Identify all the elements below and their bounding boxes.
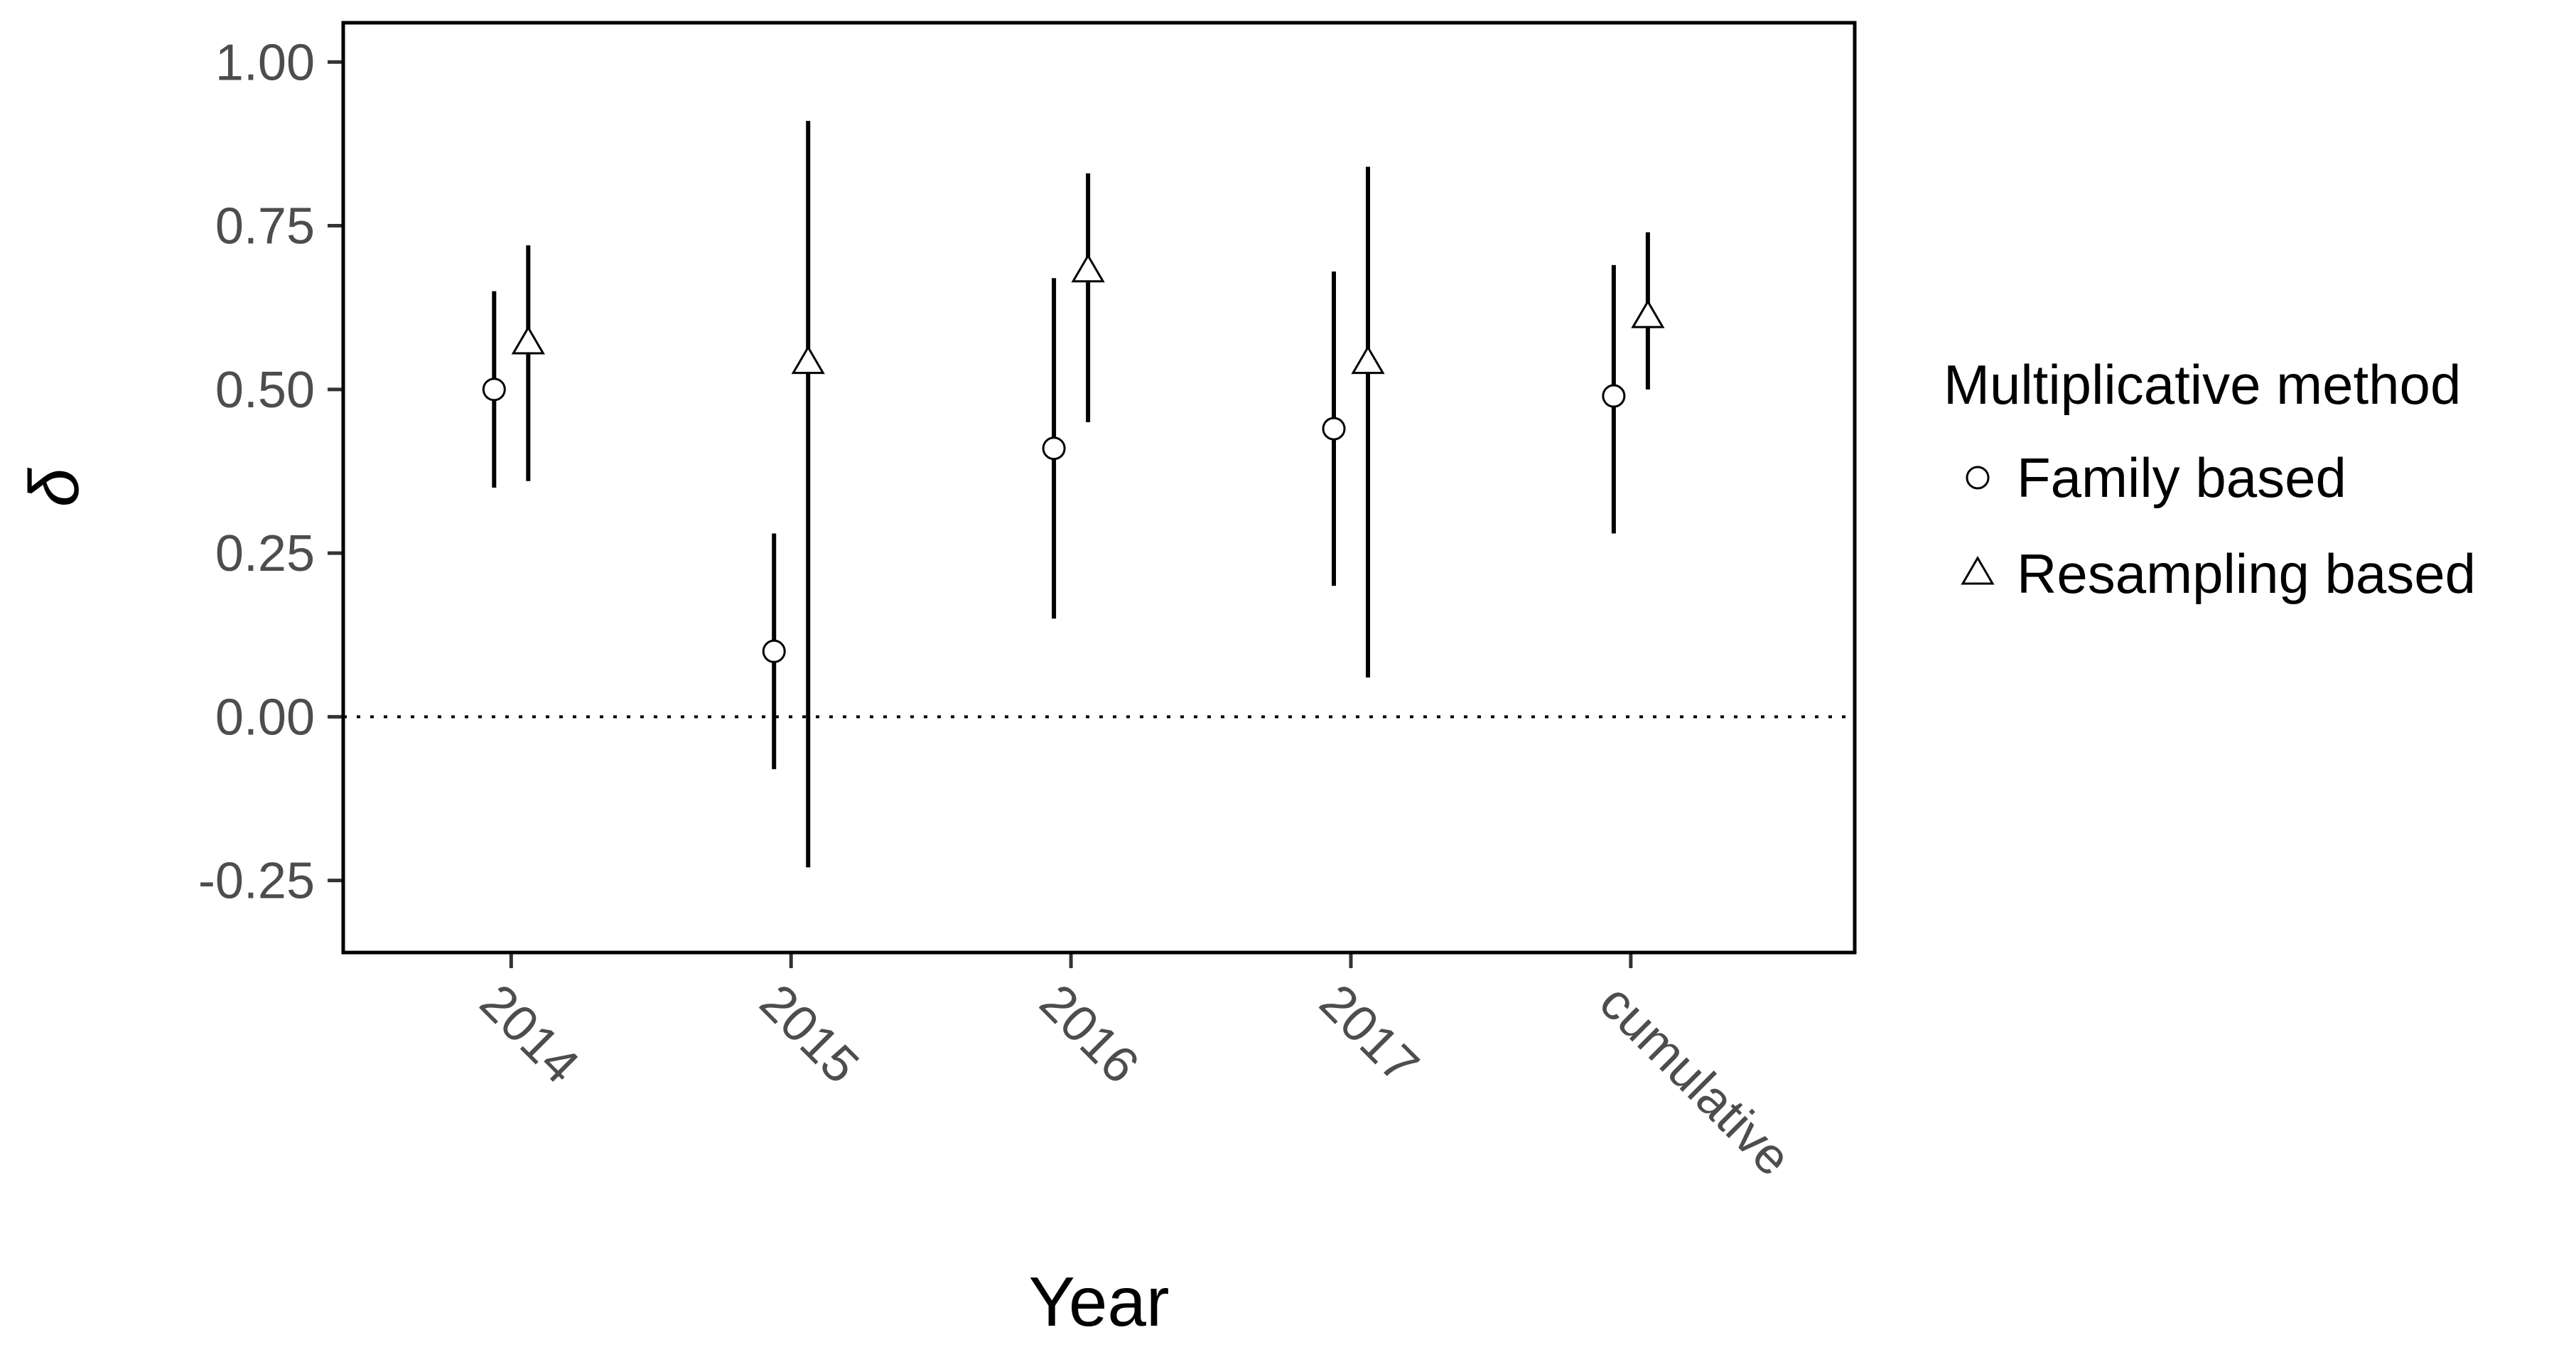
x-tick-label: 2014 [469,974,590,1095]
resampling-based-point [1071,253,1105,283]
legend-circle-icon [1966,466,1990,490]
y-tick-label: 0.75 [215,198,315,255]
resampling-based-point [791,345,825,375]
y-axis-title: δ [15,467,93,507]
y-tick-label: 0.25 [215,525,315,582]
resampling-based-point [1631,299,1665,328]
error-bars [492,121,1650,868]
family-based-point [482,377,506,402]
y-tick-label: -0.25 [198,853,315,910]
y-axis: -0.25 0.00 0.25 0.50 0.75 1.00 [198,34,343,910]
family-based-point [1042,436,1066,461]
x-axis-title: Year [1028,1262,1169,1341]
data-points [482,253,1665,663]
x-tick-label: 2015 [749,974,870,1095]
legend-title: Multiplicative method [1944,353,2461,416]
family-based-point [1602,384,1626,408]
legend-item-label: Family based [2017,446,2346,509]
legend: Multiplicative method Family based Resamp… [1944,353,2476,605]
resampling-based-point [511,326,545,355]
legend-item-label: Resampling based [2017,542,2476,605]
x-tick-label: 2017 [1309,974,1430,1095]
y-tick-label: 0.50 [215,362,315,419]
family-based-point [1322,417,1346,441]
legend-triangle-icon [1961,556,1995,585]
y-tick-label: 0.00 [215,689,315,746]
y-tick-label: 1.00 [215,34,315,91]
plot-panel-border [341,21,1857,955]
family-based-point [762,639,786,663]
x-axis: 2014 2015 2016 2017 cumulative [469,953,1801,1187]
x-tick-label: cumulative [1589,974,1802,1187]
x-tick-label: 2016 [1029,974,1150,1095]
resampling-based-point [1351,345,1385,375]
